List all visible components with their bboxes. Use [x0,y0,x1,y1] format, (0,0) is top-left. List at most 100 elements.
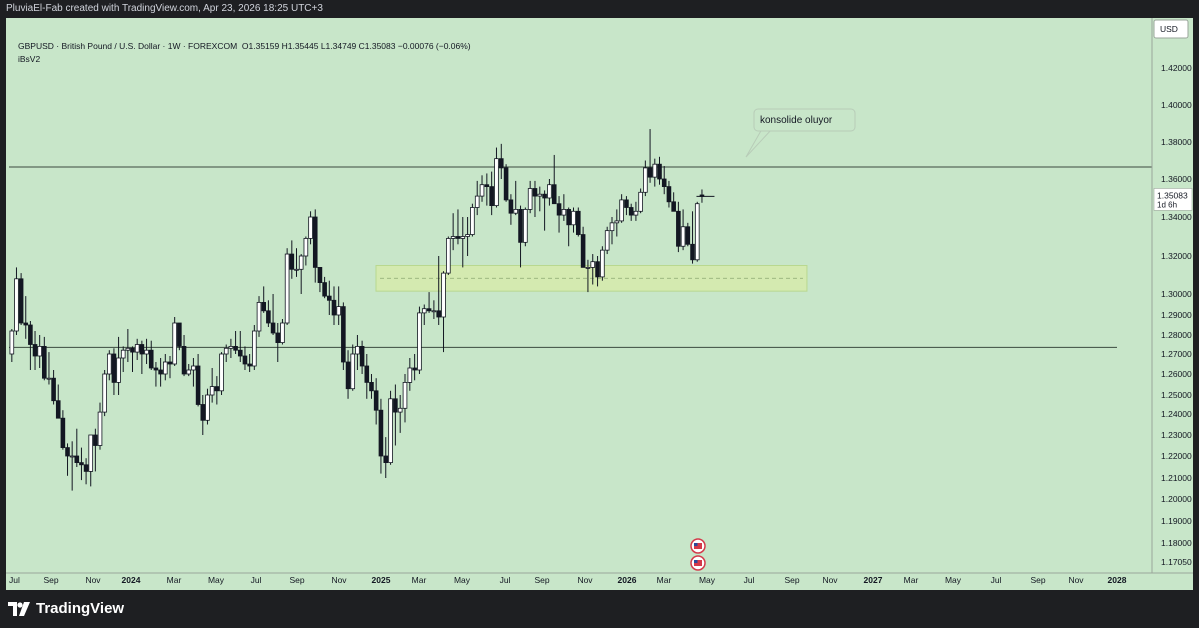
time-tick-label: Jul [251,575,262,585]
candle-body [355,345,360,355]
candle-body [252,330,257,367]
candle-body [55,400,61,419]
candle-body [280,322,285,344]
candle-body [383,455,389,463]
candle-body [402,381,408,409]
candle-body [191,365,196,371]
price-tick-label: 1.27000 [1161,349,1192,359]
last-price-box [1153,188,1193,211]
candle-body [266,310,271,324]
candle-body [661,178,667,187]
candle-body [69,455,75,458]
credit-text: PluviaEl-Fab created with TradingView.co… [6,3,323,14]
tradingview-brand[interactable]: TradingView [8,600,124,617]
candle-body [671,201,676,212]
annotation-bubble [753,108,856,132]
candle-body [42,345,47,379]
candle-body [134,344,140,353]
candle-body [242,355,248,365]
candle-body [604,230,610,251]
candle-body [228,345,234,349]
time-tick-label: Sep [43,575,58,585]
candle-body [484,184,490,187]
price-tick-label: 1.36000 [1161,174,1192,184]
candle-body [680,226,686,247]
candle-body [364,365,370,383]
candle-body [256,301,262,332]
candle-body [163,361,168,375]
candle-body [508,199,514,214]
candle-body [51,377,56,402]
candle-body [412,367,417,371]
time-tick-label: Jul [744,575,755,585]
candle-body [666,186,672,203]
candle-body [393,398,398,413]
price-tick-label: 1.23000 [1161,430,1192,440]
price-tick-label: 1.26000 [1161,369,1192,379]
tradingview-logo-icon [8,601,30,616]
candle-body [298,255,304,270]
candle-body [513,208,519,214]
brand-name: TradingView [36,600,125,617]
candle-body [576,210,581,235]
time-tick-label: Mar [167,575,182,585]
price-tick-label: 1.32000 [1161,251,1192,261]
candle-body [600,249,605,278]
price-tick-label: 1.22000 [1161,451,1192,461]
price-tick-label: 1.38000 [1161,137,1192,147]
candle-body [148,349,154,369]
candlestick-chart[interactable]: konsolide oluyor USD 1.42000 1.40000 1.3800… [6,18,1193,590]
candle-body [289,253,295,270]
candle-body [205,394,210,421]
candle-body [233,345,238,351]
candle-body [465,234,470,237]
candle-body [547,184,552,199]
candle-body [446,238,451,274]
candle-body [421,308,427,314]
candle-body [275,332,281,343]
candle-body [23,322,29,326]
candle-body [441,272,446,318]
price-tick-label: 1.21000 [1161,473,1192,483]
candle-body [551,184,557,205]
candle-body [532,188,538,197]
candle-body [18,278,24,324]
candle-body [93,434,98,446]
time-tick-label: 2027 [864,575,883,585]
candle-body [139,344,145,355]
candle-body [60,417,66,449]
candle-body [308,216,313,239]
candle-body [542,193,547,199]
time-tick-label: Nov [331,575,347,585]
symbol-line: GBPUSD · British Pound / U.S. Dollar · 1… [18,41,238,51]
candle-body [341,306,346,363]
chart-frame[interactable]: konsolide oluyor USD 1.42000 1.40000 1.3800… [6,18,1193,590]
price-tick-label: 1.40000 [1161,100,1192,110]
candle-body [261,301,267,312]
candle-body [111,353,117,383]
time-tick-label: Mar [657,575,672,585]
candle-body [144,349,149,355]
candle-body [523,208,528,243]
candle-body [209,386,215,396]
price-tick-label: 1.20000 [1161,494,1192,504]
candle-body [431,310,437,313]
chart-background [6,18,1193,590]
time-tick-label: Jul [9,575,20,585]
currency-label: USD [1160,24,1178,34]
time-tick-label: Sep [1030,575,1045,585]
candle-body [685,226,691,245]
candle-body [373,390,379,411]
candle-body [186,369,192,375]
indicator-name[interactable]: iBsV2 [18,54,41,64]
candle-body [97,411,103,446]
candle-body [32,344,38,357]
candle-body [153,367,159,371]
price-tick-label: 1.17050 [1161,557,1192,567]
time-tick-label: Nov [1068,575,1084,585]
candle-body [647,167,653,178]
candle-body [503,167,509,201]
candle-body [426,308,432,312]
candle-body [690,243,695,261]
price-tick-label: 1.28000 [1161,330,1192,340]
